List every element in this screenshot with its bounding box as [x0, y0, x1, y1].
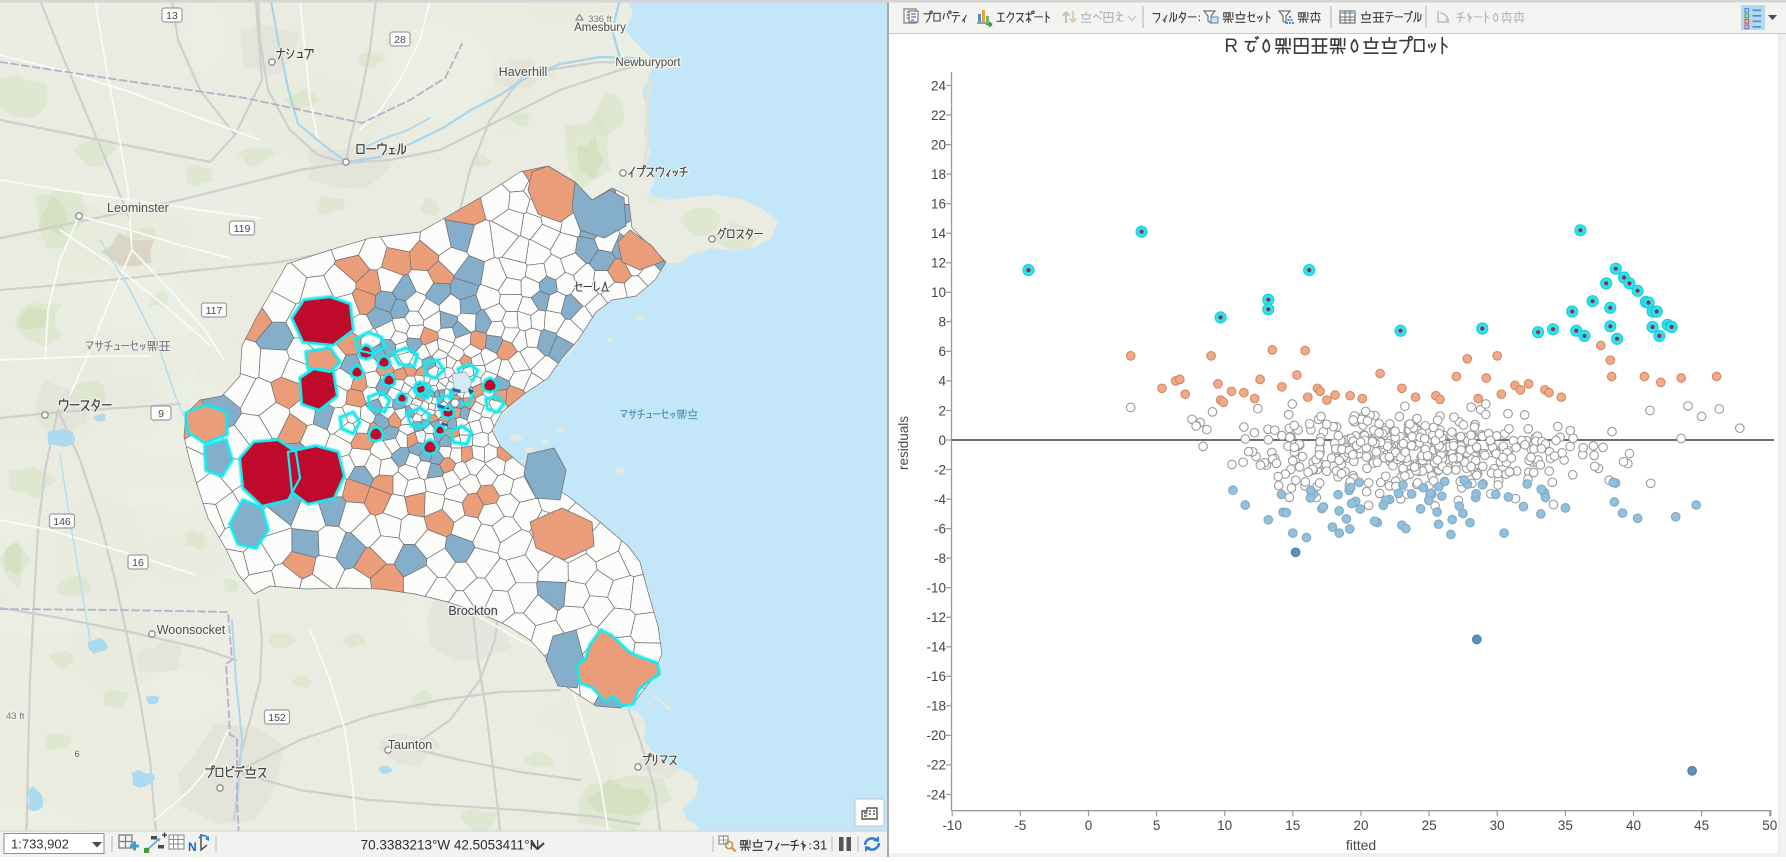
svg-text:-24: -24 — [926, 787, 946, 802]
svg-text:20: 20 — [931, 137, 946, 152]
svg-text:R: R — [1224, 36, 1238, 57]
svg-text:-10: -10 — [942, 818, 962, 833]
svg-text:fitted: fitted — [1346, 837, 1376, 853]
svg-text:Woonsocket: Woonsocket — [157, 623, 226, 637]
svg-text:45: 45 — [1694, 818, 1709, 833]
svg-text:50: 50 — [1762, 818, 1777, 833]
svg-text:-5: -5 — [1014, 818, 1026, 833]
svg-text:31: 31 — [813, 838, 827, 853]
svg-text:Leominster: Leominster — [107, 201, 169, 215]
svg-text:6: 6 — [74, 749, 79, 760]
svg-text:N: N — [188, 840, 197, 854]
svg-text:10: 10 — [1217, 818, 1232, 833]
svg-text:16: 16 — [132, 557, 144, 569]
svg-text:18: 18 — [931, 167, 946, 182]
svg-text:15: 15 — [1285, 818, 1300, 833]
svg-text:Taunton: Taunton — [388, 738, 433, 752]
svg-text:9: 9 — [158, 408, 164, 420]
svg-text:-4: -4 — [934, 492, 946, 507]
svg-text:13: 13 — [166, 10, 178, 22]
svg-text:Amesbury: Amesbury — [574, 22, 626, 34]
svg-text:4: 4 — [938, 374, 946, 389]
svg-text:-6: -6 — [934, 521, 946, 536]
svg-text:Newburyport: Newburyport — [615, 57, 681, 69]
svg-text:-20: -20 — [926, 728, 946, 743]
svg-text:0: 0 — [938, 433, 946, 448]
svg-text:12: 12 — [931, 256, 946, 271]
svg-text:-22: -22 — [926, 758, 946, 773]
svg-text:14: 14 — [931, 226, 947, 241]
svg-text:2: 2 — [938, 403, 946, 418]
svg-text:119: 119 — [234, 223, 251, 235]
svg-text:-2: -2 — [934, 462, 946, 477]
svg-text:-12: -12 — [926, 610, 946, 625]
svg-text:20: 20 — [1353, 818, 1368, 833]
svg-text:152: 152 — [268, 712, 286, 724]
svg-text:70.3383213°W 42.5053411°N: 70.3383213°W 42.5053411°N — [361, 838, 540, 853]
svg-text:-10: -10 — [926, 581, 946, 596]
svg-text:30: 30 — [1490, 818, 1505, 833]
svg-text:10: 10 — [931, 285, 946, 300]
svg-text:16: 16 — [931, 197, 946, 212]
svg-text:28: 28 — [394, 34, 406, 46]
svg-text:Haverhill: Haverhill — [499, 65, 548, 79]
svg-text:-8: -8 — [934, 551, 946, 566]
svg-text:24: 24 — [931, 78, 947, 93]
svg-text:146: 146 — [53, 516, 71, 528]
svg-text:35: 35 — [1558, 818, 1573, 833]
svg-text:0: 0 — [1085, 818, 1093, 833]
svg-text:Brockton: Brockton — [448, 604, 497, 618]
svg-text:117: 117 — [206, 305, 223, 317]
svg-text:-18: -18 — [926, 699, 946, 714]
svg-text:336 ft: 336 ft — [588, 14, 612, 25]
svg-text:6: 6 — [938, 344, 946, 359]
svg-text:40: 40 — [1626, 818, 1641, 833]
svg-text:8: 8 — [938, 315, 946, 330]
svg-text:43 ft: 43 ft — [6, 711, 25, 722]
svg-text:-16: -16 — [926, 669, 946, 684]
svg-text:25: 25 — [1422, 818, 1437, 833]
svg-text:22: 22 — [931, 108, 946, 123]
svg-text:5: 5 — [1153, 818, 1161, 833]
svg-text:residuals: residuals — [896, 416, 911, 470]
svg-text:1:733,902: 1:733,902 — [11, 837, 69, 852]
svg-text:-14: -14 — [926, 640, 946, 655]
